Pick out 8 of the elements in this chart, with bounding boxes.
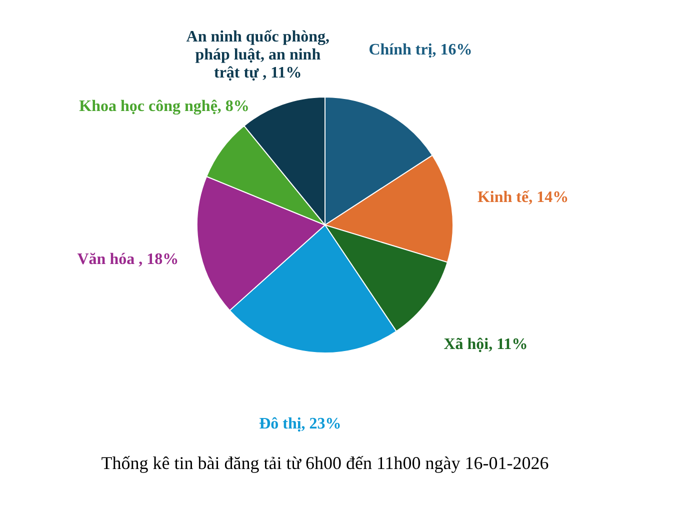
slice-label: Khoa học công nghệ, 8% — [79, 98, 250, 115]
text: Thống kê tin bài đăng tải từ 6h00 đến 11h00 ngày 16-01-2026 — [101, 453, 549, 473]
slice-label: Đô thị, 23% — [259, 415, 342, 432]
slice-label: Văn hóa , 18% — [77, 251, 179, 268]
slice-label: An ninh quốc phòng, pháp luật, an ninh trật tự , 11% — [186, 28, 330, 82]
slice-label: Xã hội, 11% — [444, 336, 528, 354]
slice-label: Chính trị, 16% — [368, 41, 472, 58]
slice-label: Kinh tế, 14% — [477, 189, 569, 206]
